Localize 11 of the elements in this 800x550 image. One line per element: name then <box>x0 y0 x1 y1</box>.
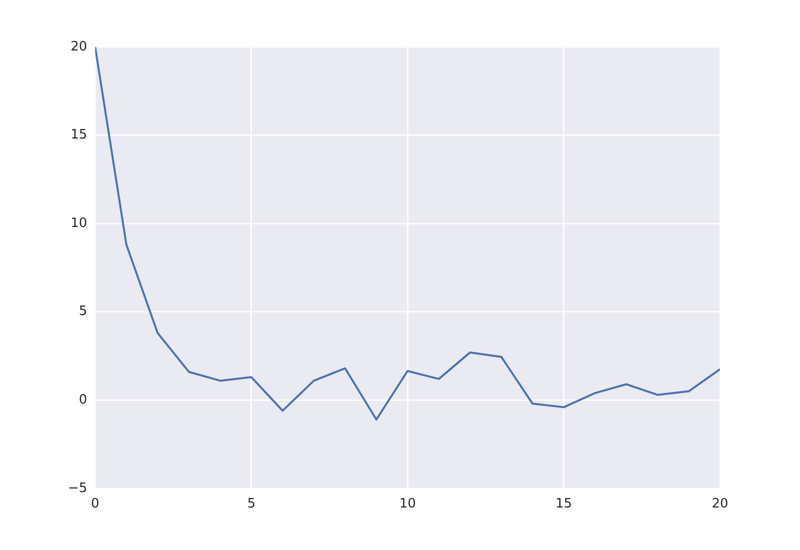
y-tick-label: 20 <box>70 39 88 54</box>
y-tick-label: 0 <box>78 392 88 408</box>
y-tick-label: 10 <box>70 216 88 231</box>
x-tick-label: 0 <box>91 496 100 512</box>
x-tick-label: 5 <box>247 496 256 512</box>
y-tick-label: 5 <box>78 304 88 320</box>
y-tick-label: −5 <box>68 480 88 496</box>
x-tick-label: 10 <box>399 496 416 512</box>
x-tick-label: 15 <box>556 496 572 512</box>
x-tick-label: 20 <box>712 496 728 512</box>
y-tick-label: 15 <box>70 128 88 143</box>
